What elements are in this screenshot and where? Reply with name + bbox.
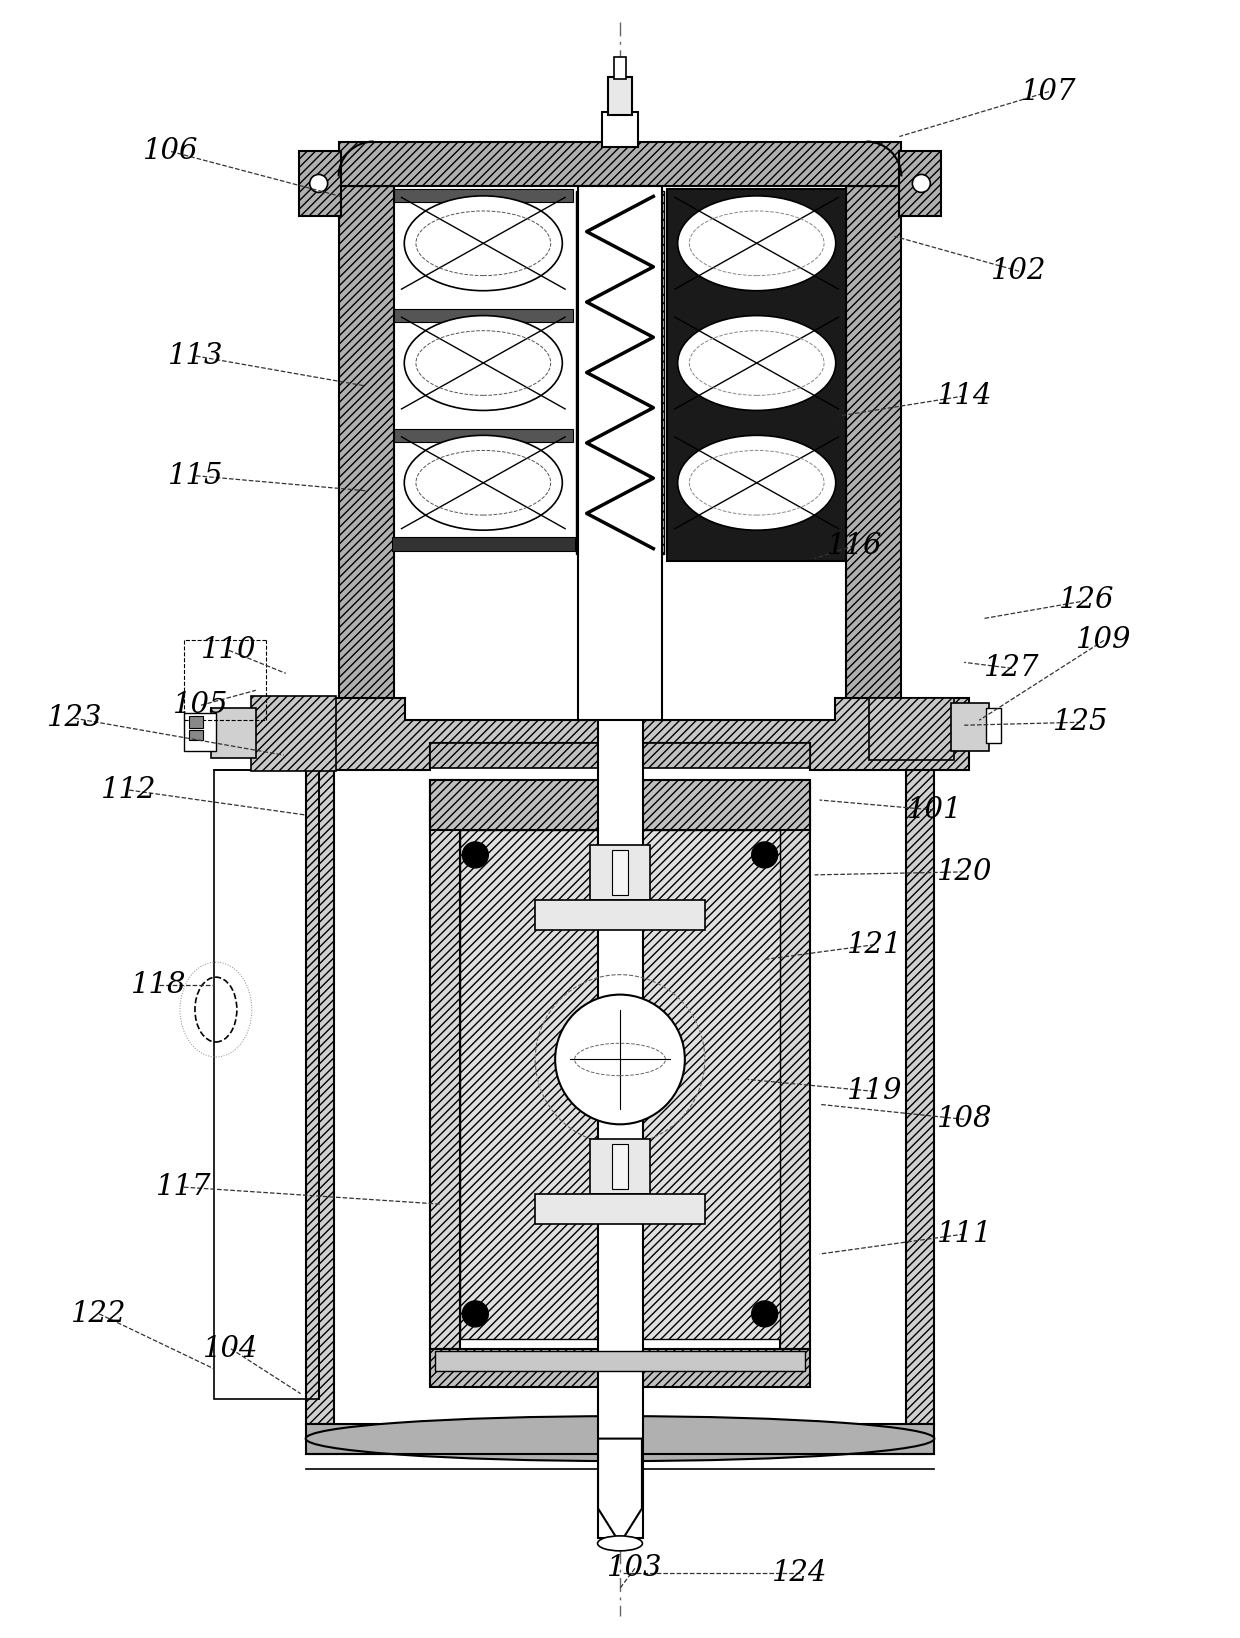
Bar [603, 111, 637, 146]
Polygon shape [640, 830, 780, 1338]
Circle shape [751, 1301, 777, 1327]
Text: 122: 122 [72, 1301, 126, 1328]
Text: 126: 126 [1059, 586, 1115, 614]
Ellipse shape [678, 436, 836, 531]
Bar [951, 703, 990, 752]
Text: 127: 127 [985, 654, 1040, 683]
Bar [780, 780, 810, 1348]
Bar [430, 780, 460, 1348]
Bar [598, 187, 644, 1538]
Bar [986, 708, 1001, 744]
Bar [613, 850, 627, 894]
Bar [393, 429, 573, 442]
Circle shape [310, 175, 327, 192]
Text: 111: 111 [936, 1220, 992, 1248]
Polygon shape [460, 830, 600, 1338]
Bar [536, 899, 704, 930]
Polygon shape [339, 141, 901, 187]
Bar [590, 845, 650, 899]
Bar [392, 537, 575, 550]
Text: 101: 101 [906, 796, 962, 824]
Bar [536, 1194, 704, 1224]
Circle shape [751, 842, 777, 868]
Text: 121: 121 [847, 930, 903, 958]
Text: 117: 117 [156, 1173, 212, 1201]
Bar [188, 731, 203, 740]
Text: 102: 102 [991, 257, 1047, 285]
Bar [430, 780, 810, 830]
Bar [577, 192, 663, 554]
Bar [906, 760, 934, 1423]
Circle shape [463, 842, 489, 868]
Circle shape [913, 175, 930, 192]
Text: 113: 113 [169, 342, 223, 370]
Text: 118: 118 [131, 971, 187, 999]
Bar [614, 57, 626, 79]
Text: 119: 119 [847, 1078, 903, 1106]
Polygon shape [339, 187, 393, 721]
Bar [435, 1351, 805, 1371]
Bar [608, 77, 632, 115]
Bar [393, 190, 573, 203]
Bar [430, 1348, 810, 1387]
Text: 109: 109 [1076, 626, 1132, 655]
Text: 125: 125 [1053, 708, 1109, 735]
Bar [869, 698, 955, 760]
Text: 108: 108 [936, 1106, 992, 1133]
Text: 106: 106 [144, 138, 198, 165]
Polygon shape [899, 151, 941, 216]
Text: 124: 124 [771, 1559, 827, 1587]
Text: 110: 110 [201, 637, 257, 665]
Text: 114: 114 [936, 382, 992, 410]
Text: 105: 105 [174, 691, 228, 719]
Text: 120: 120 [936, 858, 992, 886]
Text: 115: 115 [169, 462, 223, 490]
Bar [613, 1145, 627, 1189]
Bar [590, 1140, 650, 1194]
Ellipse shape [404, 197, 562, 290]
Bar [580, 188, 660, 717]
Text: 107: 107 [1022, 77, 1076, 105]
Text: 116: 116 [827, 532, 882, 560]
Polygon shape [299, 151, 341, 216]
Ellipse shape [404, 436, 562, 531]
Text: 104: 104 [203, 1335, 259, 1363]
Text: 103: 103 [608, 1554, 662, 1582]
Polygon shape [847, 187, 901, 721]
Circle shape [556, 994, 684, 1124]
Bar [578, 187, 662, 721]
Ellipse shape [678, 316, 836, 411]
Text: 123: 123 [46, 704, 102, 732]
Bar [250, 696, 336, 771]
Bar [393, 310, 573, 323]
Bar [667, 190, 847, 560]
Ellipse shape [306, 1417, 934, 1461]
Bar [188, 716, 203, 729]
Bar [306, 760, 334, 1423]
Ellipse shape [598, 1536, 642, 1551]
Circle shape [463, 1301, 489, 1327]
Polygon shape [270, 698, 970, 770]
Bar [215, 770, 319, 1399]
Polygon shape [598, 1438, 642, 1543]
Text: 112: 112 [102, 776, 156, 804]
Ellipse shape [404, 316, 562, 411]
Bar [430, 744, 810, 768]
Bar [306, 1423, 934, 1453]
Ellipse shape [678, 197, 836, 290]
Bar [211, 708, 255, 758]
Bar [184, 713, 216, 752]
